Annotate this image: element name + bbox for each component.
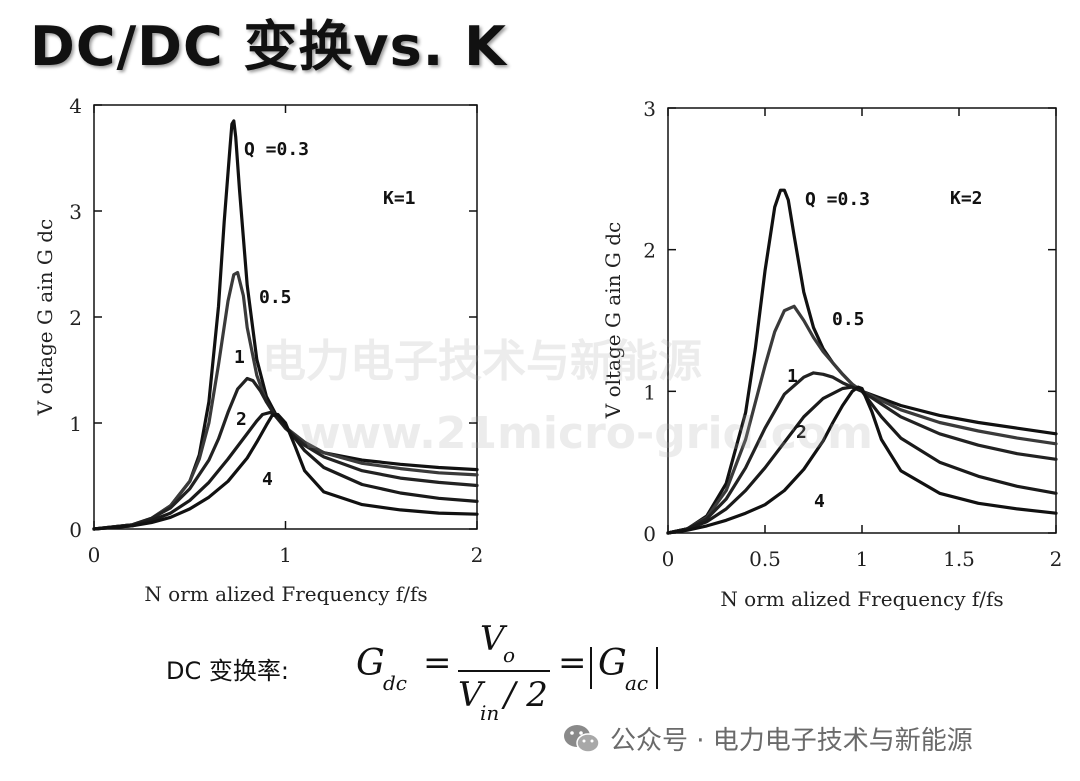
- x-tick-label: 2: [471, 543, 484, 567]
- formula-eq1: =: [423, 643, 452, 683]
- series-line-q2: [92, 410, 479, 531]
- series-label: 2: [796, 422, 807, 443]
- x-tick-label: 2: [1050, 547, 1063, 571]
- abs-bar-right: [656, 647, 658, 689]
- x-tick-label: 0.5: [749, 547, 781, 571]
- series-label: 1: [234, 347, 245, 368]
- y-tick-label: 3: [643, 97, 656, 121]
- y-tick-label: 2: [69, 306, 82, 330]
- footer-text: 公众号 · 电力电子技术与新能源: [610, 726, 973, 756]
- dc-gain-formula: DC 变换率: G dc = V o V in / 2 = G ac: [166, 619, 686, 725]
- series-line-q2: [666, 385, 1058, 535]
- x-tick-label: 1: [279, 543, 292, 567]
- x-tick-label: 0: [88, 543, 101, 567]
- series-line-q05: [666, 304, 1058, 535]
- formula-lhs-symbol: G: [356, 643, 385, 684]
- y-tick-label: 1: [69, 412, 82, 436]
- series-line-q4: [92, 412, 479, 531]
- series-line-q03: [666, 188, 1058, 535]
- x-axis-label: N orm alized Frequency f/fs: [144, 582, 427, 606]
- series-label: 0.5: [259, 287, 292, 308]
- series-label: 0.5: [832, 309, 865, 330]
- k-annotation: K=2: [950, 188, 983, 209]
- formula-num-sub: o: [503, 643, 516, 667]
- series-label: 4: [262, 469, 273, 490]
- y-tick-label: 2: [643, 239, 656, 263]
- series-label: Q =0.3: [244, 139, 309, 160]
- formula-label: DC 变换率:: [166, 657, 289, 685]
- series-line-q1: [92, 376, 479, 531]
- y-tick-label: 0: [643, 522, 656, 546]
- y-tick-label: 1: [643, 380, 656, 404]
- wechat-icon: [564, 724, 600, 753]
- x-axis-label: N orm alized Frequency f/fs: [720, 587, 1003, 611]
- formula-den-tail: / 2: [504, 675, 548, 715]
- abs-bar-left: [590, 647, 592, 689]
- x-tick-label: 0: [662, 547, 675, 571]
- fraction-bar: [458, 670, 550, 672]
- series-line-q1: [666, 371, 1058, 535]
- series-label: 1: [787, 366, 798, 387]
- y-axis-label: V oltage G ain G dc: [33, 219, 57, 416]
- x-tick-label: 1.5: [943, 547, 975, 571]
- watermark-text: 电力电子技术与新能源: [262, 336, 702, 387]
- chart-k1: 0 1 2 0 1 2 3 4 Q =0.3 0.5 1 2 4 K=1 N orm alized Freq…: [33, 94, 483, 606]
- series-label: 2: [236, 409, 247, 430]
- formula-num-symbol: V: [480, 619, 505, 659]
- watermark-url: www.21micro-grid.com: [300, 408, 873, 459]
- series-label: Q =0.3: [805, 189, 870, 210]
- slide-title: DC/DC 变换vs. K: [30, 15, 507, 78]
- formula-eq2: =: [558, 643, 587, 683]
- series-label: 4: [814, 491, 825, 512]
- y-tick-label: 0: [69, 518, 82, 542]
- series-line-q05: [92, 270, 479, 531]
- formula-rhs-sub: ac: [625, 671, 649, 695]
- y-tick-label: 4: [69, 94, 82, 118]
- chart-k2: 0 0.5 1 1.5 2 0 1 2 3 Q =0.3 0.5 1 2 4 K=2 N orm alized…: [601, 97, 1062, 611]
- footer-credit: 公众号 · 电力电子技术与新能源: [562, 720, 973, 757]
- formula-rhs-symbol: G: [598, 643, 627, 684]
- y-tick-label: 3: [69, 200, 82, 224]
- x-tick-label: 1: [856, 547, 869, 571]
- k-annotation: K=1: [383, 188, 416, 209]
- series-line-q4: [666, 385, 1058, 535]
- formula-lhs-sub: dc: [383, 671, 408, 695]
- formula-den-symbol: V: [458, 675, 483, 715]
- formula-den-sub: in: [480, 701, 500, 725]
- y-axis-label: V oltage G ain G dc: [601, 222, 625, 419]
